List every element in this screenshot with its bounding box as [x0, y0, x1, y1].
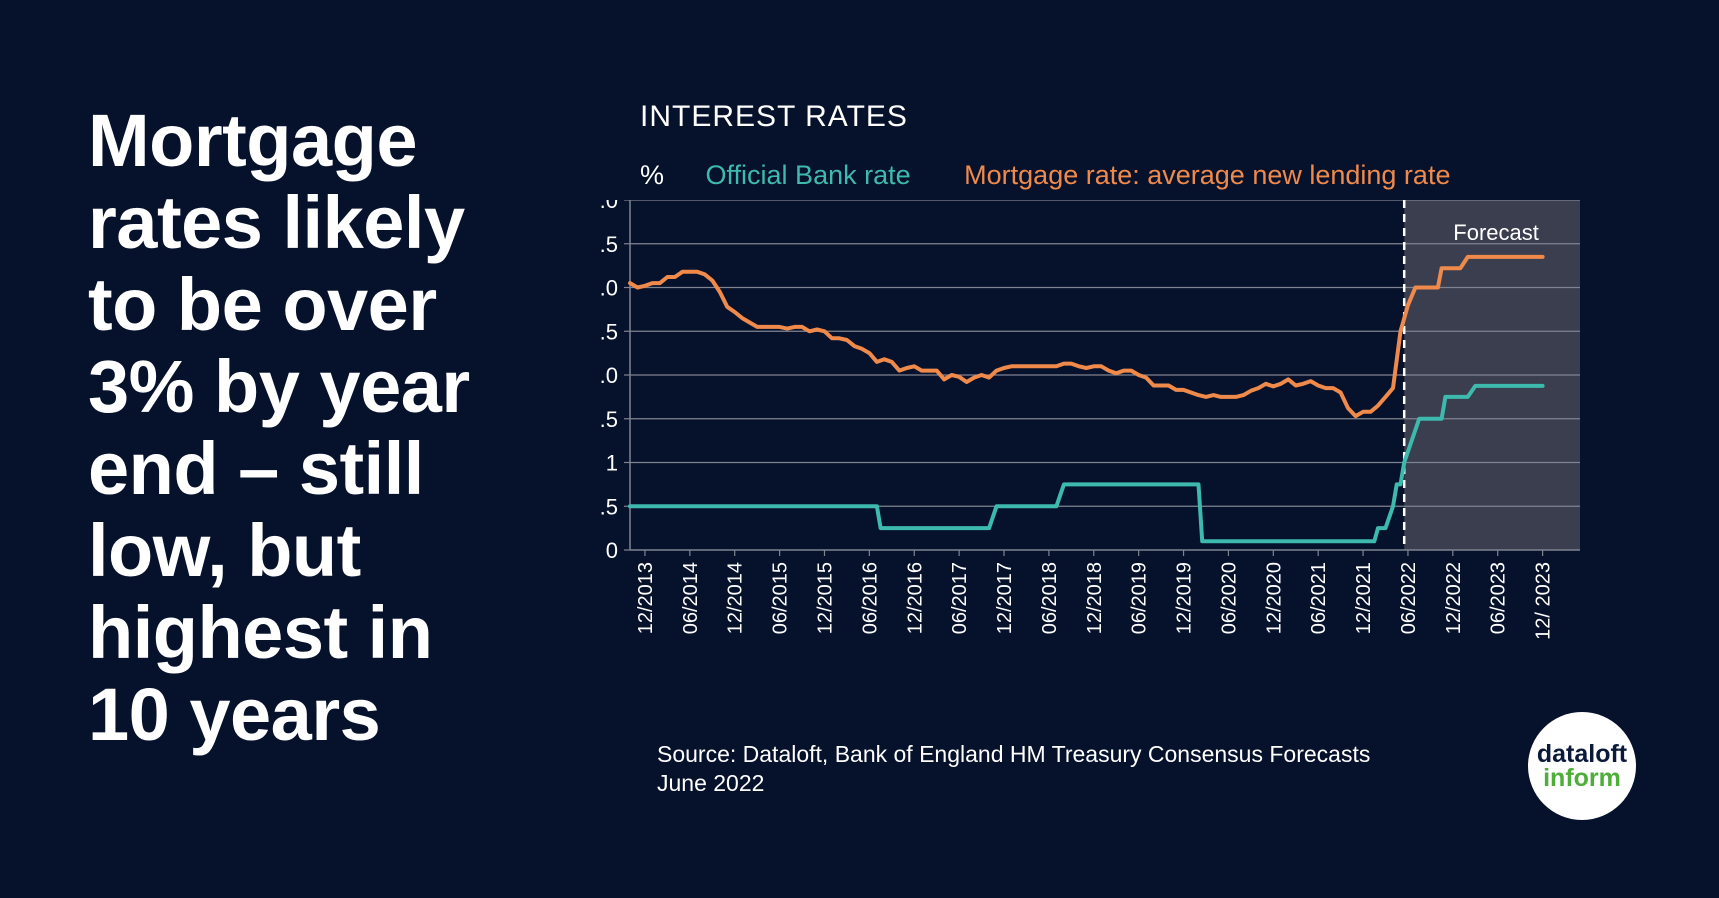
legend-bank-rate: Official Bank rate: [705, 160, 911, 190]
x-tick-label: 06/2016: [859, 562, 881, 634]
x-tick-label: 06/2017: [949, 562, 971, 634]
y-axis-ticks: 0 0.5 1 1.5 2.0 2.5 3.0 3.5 4.0: [600, 200, 630, 563]
series-line-bank-rate: [628, 383, 1545, 544]
y-tick-label: 1: [606, 451, 618, 476]
headline: Mortgage rates likely to be over 3% by y…: [88, 99, 470, 756]
y-tick-label: 1.5: [600, 407, 618, 432]
x-tick-label: 12/2013: [635, 562, 657, 634]
series-line-mortgage-rate: [628, 254, 1545, 419]
x-tick-label: 06/2022: [1398, 562, 1420, 634]
interest-rate-chart: Forecast 0 0.5 1 1.5 2.0 2.5 3.0 3.5 4.0 12/2013…: [600, 200, 1580, 640]
dataloft-inform-logo[interactable]: dataloft inform: [1528, 712, 1636, 820]
x-axis-ticks: 12/2013 06/2014 12/2014 06/2015 12/2015 06/20…: [635, 550, 1555, 640]
legend-mortgage-rate: Mortgage rate: average new lending rate: [964, 160, 1451, 190]
y-tick-label: 4.0: [600, 200, 618, 213]
forecast-label: Forecast: [1453, 220, 1539, 245]
x-tick-label: 12/ 2023: [1533, 562, 1555, 640]
x-tick-label: 12/2021: [1353, 562, 1375, 634]
source-line-2: June 2022: [657, 770, 765, 796]
chart-title: INTEREST RATES: [640, 100, 908, 133]
x-tick-label: 06/2019: [1129, 562, 1151, 634]
x-tick-label: 06/2020: [1218, 562, 1240, 634]
x-tick-label: 12/2019: [1174, 562, 1196, 634]
x-tick-label: 06/2015: [770, 562, 792, 634]
logo-text-inform: inform: [1543, 764, 1621, 792]
x-tick-label: 12/2015: [814, 562, 836, 634]
x-tick-label: 06/2018: [1039, 562, 1061, 634]
x-tick-label: 06/2023: [1488, 562, 1510, 634]
y-tick-label: 0.5: [600, 494, 618, 519]
x-tick-label: 12/2014: [725, 562, 747, 634]
y-axis-unit-label: %: [640, 160, 665, 190]
y-tick-label: 3.0: [600, 276, 618, 301]
y-tick-label: 2.0: [600, 363, 618, 388]
source-line-1: Source: Dataloft, Bank of England HM Tre…: [657, 741, 1371, 767]
y-tick-label: 3.5: [600, 232, 618, 257]
x-tick-label: 12/2022: [1443, 562, 1465, 634]
x-tick-label: 12/2016: [904, 562, 926, 634]
x-tick-label: 06/2021: [1308, 562, 1330, 634]
chart-legend: % Official Bank rate Mortgage rate: aver…: [640, 160, 1450, 191]
data-series: [628, 254, 1545, 544]
x-tick-label: 12/2020: [1263, 562, 1285, 634]
x-tick-label: 12/2018: [1084, 562, 1106, 634]
source-note: Source: Dataloft, Bank of England HM Tre…: [657, 740, 1370, 798]
logo-text-dataloft: dataloft: [1536, 740, 1628, 768]
y-tick-label: 2.5: [600, 319, 618, 344]
x-tick-label: 06/2014: [680, 562, 702, 634]
x-tick-label: 12/2017: [994, 562, 1016, 634]
y-tick-label: 0: [606, 538, 618, 563]
